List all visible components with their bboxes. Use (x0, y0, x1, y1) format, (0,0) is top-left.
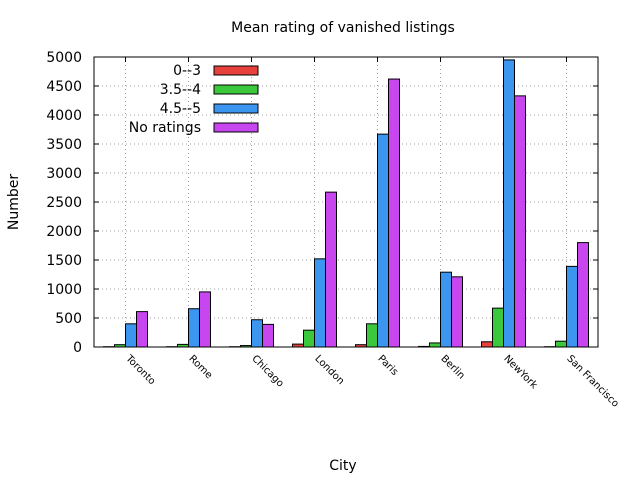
bar (555, 340, 567, 348)
x-tick-label: London (312, 353, 346, 387)
x-tick-label: Paris (375, 353, 400, 378)
y-tick-label: 3000 (46, 166, 82, 182)
y-tick-label: 4500 (46, 79, 82, 95)
x-tick-label: San Francisco (564, 353, 620, 409)
bar (314, 258, 326, 348)
y-axis-label: Number (6, 174, 22, 230)
legend-swatch (213, 103, 259, 114)
bar (199, 291, 211, 348)
legend: 0--3 3.5--4 4.5--5 No ratings (129, 63, 259, 136)
legend-label: 0--3 (173, 63, 201, 79)
y-tick-label: 3500 (46, 137, 82, 153)
bar (577, 242, 589, 348)
y-tick-label: 5000 (46, 50, 82, 66)
bar (251, 319, 263, 348)
y-tick-label: 4000 (46, 108, 82, 124)
bar (388, 78, 400, 348)
bar (440, 271, 452, 348)
y-axis-ticks: 0 500 1000 1500 2000 2500 3000 3500 4000 4500 5000 (46, 50, 598, 356)
x-tick-label: Rome (186, 353, 214, 381)
legend-swatch (213, 122, 259, 133)
bar (136, 311, 148, 348)
bar (566, 265, 578, 348)
y-tick-label: 0 (73, 340, 82, 356)
bar (503, 59, 515, 348)
legend-swatch (213, 65, 259, 76)
bar (303, 329, 315, 348)
bar (366, 323, 378, 348)
chart-title: Mean rating of vanished listings (231, 20, 455, 36)
legend-label: No ratings (129, 120, 201, 136)
bar (429, 342, 441, 348)
y-tick-label: 2000 (46, 224, 82, 240)
bar (451, 276, 463, 348)
bar (377, 133, 389, 348)
x-axis-label: City (329, 458, 356, 474)
bar (125, 323, 137, 348)
x-tick-label: Berlin (438, 353, 466, 381)
bar (262, 323, 274, 348)
x-tick-label: NewYork (501, 353, 539, 391)
bar (514, 95, 526, 348)
y-tick-label: 1000 (46, 282, 82, 298)
bar (492, 307, 504, 348)
y-tick-label: 2500 (46, 195, 82, 211)
bar (481, 341, 493, 348)
bars (103, 59, 589, 348)
legend-label: 3.5--4 (160, 82, 201, 98)
x-tick-label: Toronto (123, 353, 158, 388)
bar (188, 308, 200, 348)
legend-swatch (213, 84, 259, 95)
bar (325, 191, 337, 348)
y-tick-label: 1500 (46, 253, 82, 269)
y-tick-label: 500 (55, 311, 82, 327)
legend-label: 4.5--5 (160, 101, 201, 117)
x-tick-label: Chicago (249, 353, 285, 389)
